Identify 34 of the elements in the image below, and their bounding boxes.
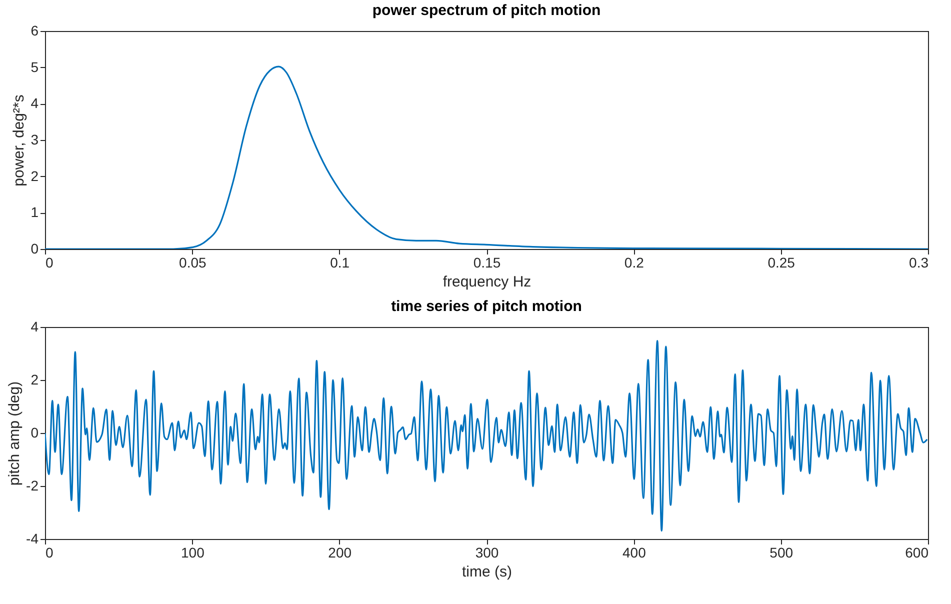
y-tick-label: 4 (30, 318, 39, 334)
x-tick-label: 200 (328, 544, 352, 560)
y-tick-label: -2 (26, 478, 39, 494)
x-tick-label: 0.05 (179, 254, 207, 270)
line-series (45, 66, 928, 249)
y-tick-label: 0 (30, 240, 39, 256)
y-tick-label: 2 (30, 372, 39, 388)
x-tick-label: 0.3 (909, 254, 929, 270)
x-tick-label: 0.1 (330, 254, 350, 270)
line-series (45, 340, 928, 532)
y-tick-label: 1 (30, 204, 39, 220)
y-axis-title: pitch amp (deg) (6, 381, 24, 486)
x-tick-label: 400 (622, 544, 646, 560)
x-tick-label: 0.2 (624, 254, 644, 270)
x-tick-label: 300 (475, 544, 499, 560)
y-tick-label: 5 (30, 58, 39, 75)
y-tick-label: 3 (30, 132, 39, 148)
x-tick-label: 600 (905, 544, 929, 560)
x-tick-label: 0.15 (473, 254, 501, 270)
y-tick-label: 4 (30, 95, 39, 112)
chart-title: power spectrum of pitch motion (372, 2, 601, 19)
y-tick-label: 2 (30, 168, 39, 184)
y-axis-title: power, deg²*s (10, 94, 28, 186)
x-axis-title: frequency Hz (442, 274, 532, 290)
x-tick-label: 0 (46, 544, 54, 560)
x-axis-title: time (s) (462, 564, 512, 580)
x-tick-label: 0.25 (768, 254, 796, 270)
x-tick-label: 0 (46, 254, 54, 270)
y-tick-label: 6 (30, 22, 39, 38)
y-tick-label: -4 (26, 530, 39, 546)
chart-title: time series of pitch motion (391, 298, 582, 315)
x-tick-label: 500 (770, 544, 794, 560)
y-tick-label: 0 (30, 424, 39, 440)
x-tick-label: 100 (180, 544, 205, 560)
